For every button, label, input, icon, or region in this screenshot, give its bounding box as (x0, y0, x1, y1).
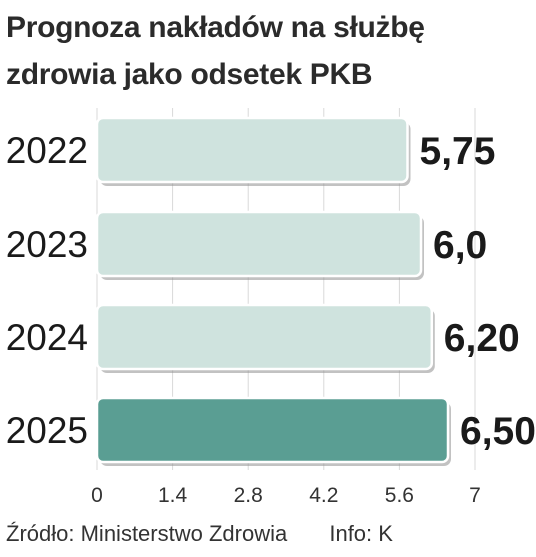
x-tick-label-5: 7 (469, 484, 481, 507)
category-label-2022: 2022 (6, 130, 88, 171)
x-tick-label-0: 0 (91, 484, 103, 507)
chart-title-line-2: zdrowia jako odsetek PKB (6, 58, 373, 91)
category-label-2023: 2023 (6, 224, 88, 265)
source-name: Ministerstwo Zdrowia (80, 521, 288, 546)
bar-2023 (95, 210, 423, 278)
bar-2025 (95, 396, 450, 464)
bar-2024 (95, 303, 434, 371)
x-tick-label-1: 1.4 (158, 484, 188, 507)
x-tick-label-2: 2.8 (234, 484, 263, 507)
source-label: Źródło: (6, 521, 75, 546)
chart-title: Prognoza nakładów na służbę zdrowia jako… (6, 4, 526, 98)
x-tick-label-3: 4.2 (309, 484, 338, 507)
value-label-2025: 6,50 (460, 410, 536, 453)
chart-title-line-1: Prognoza nakładów na służbę (6, 11, 425, 44)
x-tick-label-4: 5.6 (385, 484, 414, 507)
value-label-2024: 6,20 (444, 317, 520, 360)
source-info: Info: K (329, 521, 393, 546)
value-label-2023: 6,0 (433, 224, 487, 267)
category-label-2024: 2024 (6, 317, 88, 358)
value-label-2022: 5,75 (420, 130, 496, 173)
category-label-2025: 2025 (6, 410, 88, 451)
bar-2022 (95, 116, 409, 184)
source-line: Źródło: Ministerstwo Zdrowia Info: K (6, 521, 393, 547)
